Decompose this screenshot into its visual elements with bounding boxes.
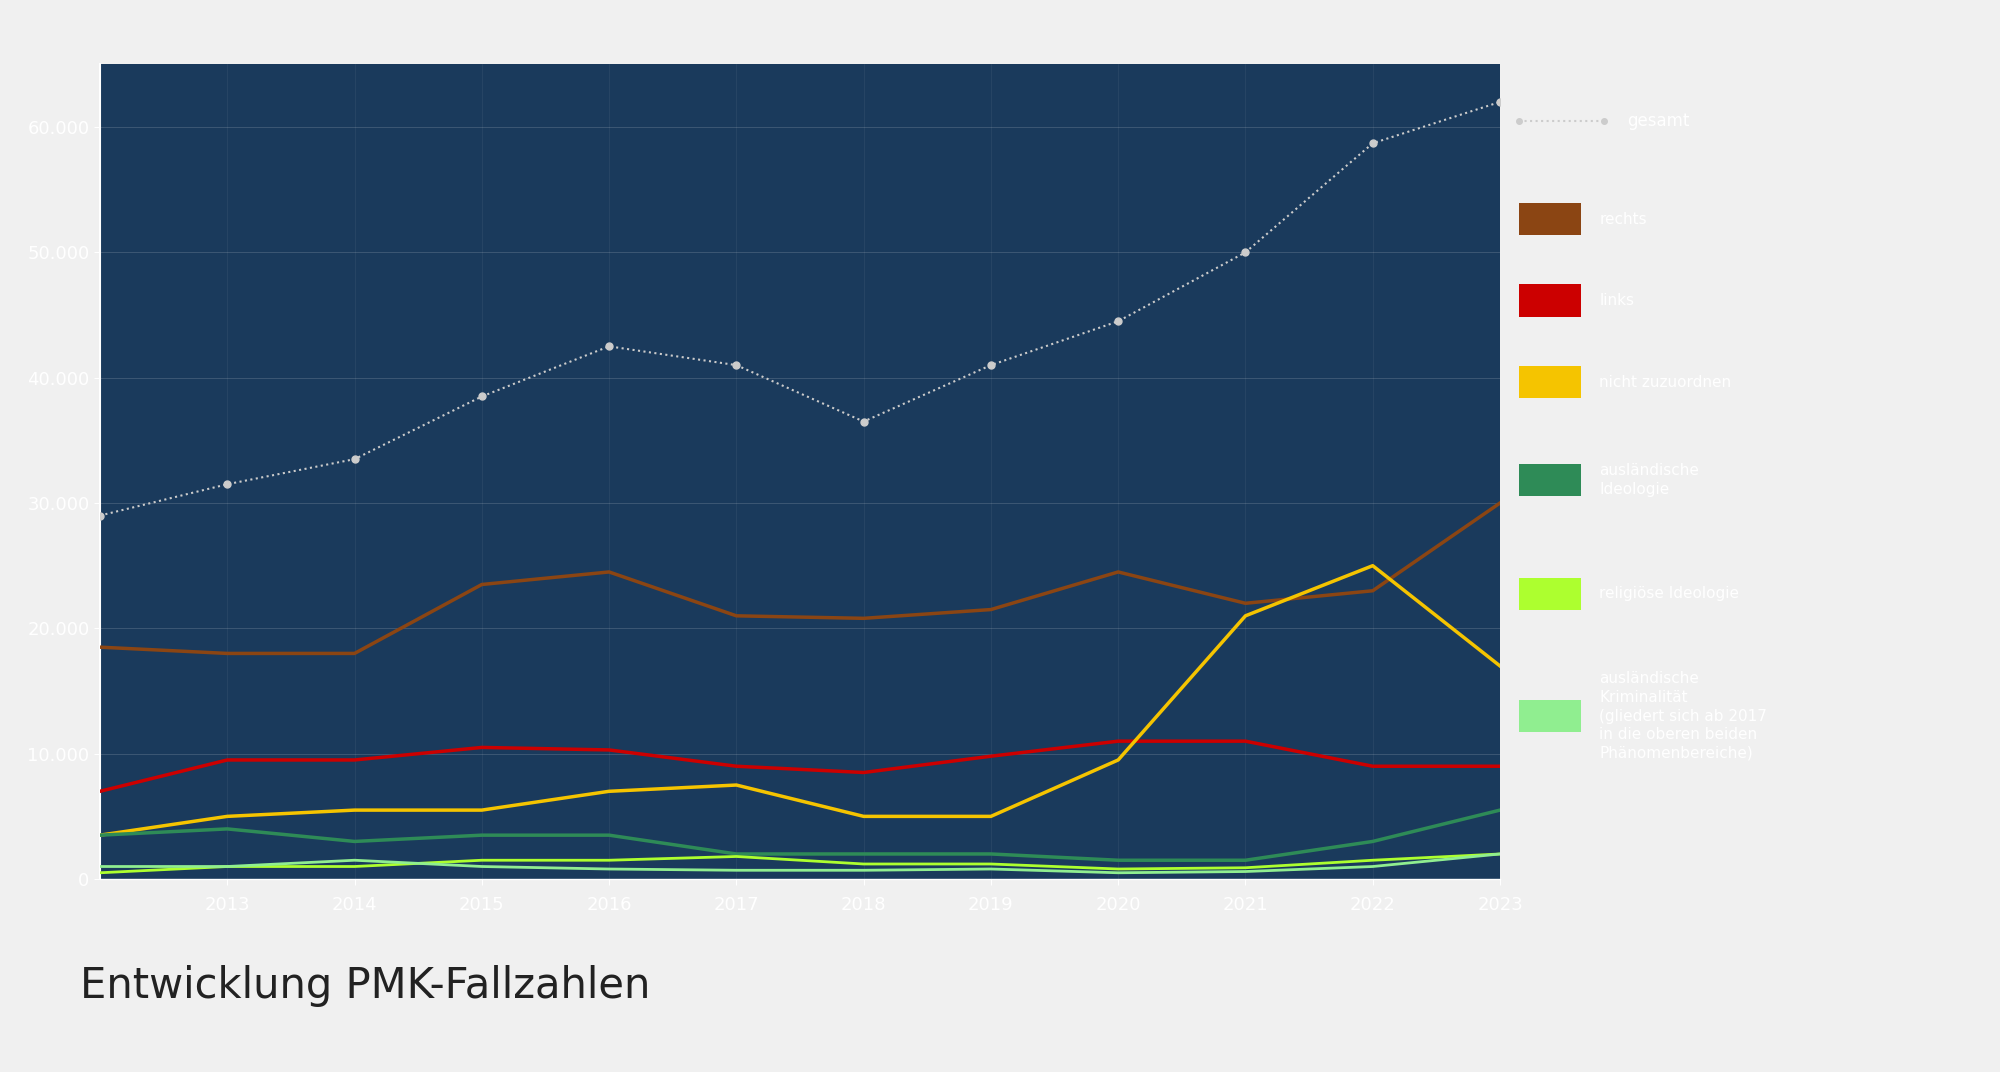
- FancyBboxPatch shape: [1520, 578, 1580, 610]
- Text: ausländische
Ideologie: ausländische Ideologie: [1600, 463, 1700, 496]
- FancyBboxPatch shape: [1520, 203, 1580, 236]
- Text: Entwicklung PMK-Fallzahlen: Entwicklung PMK-Fallzahlen: [80, 965, 650, 1008]
- Text: links: links: [1600, 293, 1634, 308]
- Text: nicht zuzuordnen: nicht zuzuordnen: [1600, 374, 1732, 389]
- FancyBboxPatch shape: [1520, 284, 1580, 317]
- Text: ausländische
Kriminalität
(gliedert sich ab 2017
in die oberen beiden
Phänomenbe: ausländische Kriminalität (gliedert sich…: [1600, 671, 1768, 761]
- Text: gesamt: gesamt: [1628, 113, 1690, 131]
- Text: religiöse Ideologie: religiöse Ideologie: [1600, 586, 1740, 601]
- FancyBboxPatch shape: [1520, 366, 1580, 399]
- Text: rechts: rechts: [1600, 211, 1646, 226]
- FancyBboxPatch shape: [1520, 700, 1580, 732]
- FancyBboxPatch shape: [1520, 463, 1580, 496]
